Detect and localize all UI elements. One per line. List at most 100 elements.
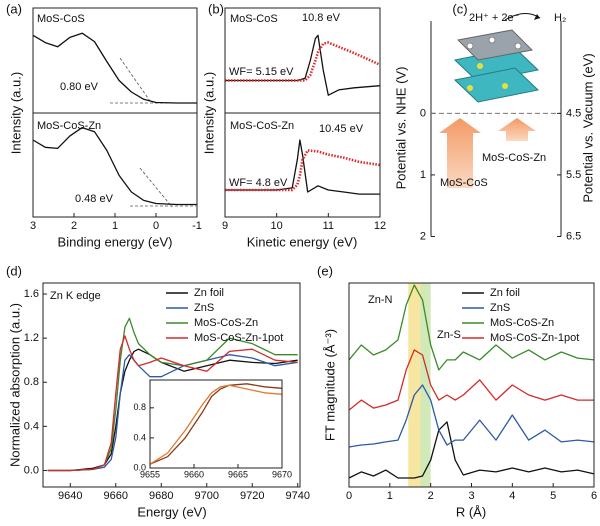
annotation: 10.8 eV xyxy=(302,12,341,24)
x-tick-label: 9 xyxy=(222,220,228,232)
data-line xyxy=(225,149,381,192)
x-tick-label: 9640 xyxy=(58,490,82,502)
annotation: MoS-CoS-Zn xyxy=(482,152,546,164)
legend-label: MoS-CoS-Zn-1pot xyxy=(194,332,283,344)
series-label: MoS-CoS xyxy=(230,13,278,25)
x-tick-label: 9680 xyxy=(149,490,173,502)
x-tick-label: 12 xyxy=(374,220,386,232)
y2-tick-label: 5.5 xyxy=(566,169,581,181)
legend-label: MoS-CoS-Zn xyxy=(490,317,554,329)
data-line xyxy=(348,284,595,371)
data-line xyxy=(348,384,595,448)
x-tick-label: -1 xyxy=(192,220,202,232)
y-tick-label: 0.4 xyxy=(24,420,39,432)
annotation: 0.48 eV xyxy=(75,193,114,205)
plot-frame xyxy=(224,112,381,218)
x-tick-label: 0 xyxy=(153,220,159,232)
x-tick-label: 6 xyxy=(591,490,597,502)
data-line xyxy=(149,384,283,465)
xlabel: Energy (eV) xyxy=(137,504,206,519)
xlabel: Binding energy (eV) xyxy=(58,234,173,249)
annotation: 2H⁺ + 2e⁻ xyxy=(469,12,520,24)
legend-label: MoS-CoS-Zn-1pot xyxy=(490,332,579,344)
label: (b) xyxy=(208,1,224,16)
plot-frame xyxy=(348,282,595,488)
legend-label: ZnS xyxy=(490,302,510,314)
x-tick-label: 9660 xyxy=(184,469,204,479)
data-line xyxy=(225,41,381,82)
ylabel: Normalized absorption (a.u.) xyxy=(7,303,22,467)
x-tick-label: 11 xyxy=(323,220,334,232)
x-tick-label: 9665 xyxy=(228,469,248,479)
data-line xyxy=(32,32,197,104)
x-tick-label: 9660 xyxy=(104,490,128,502)
x-tick-label: 9740 xyxy=(285,490,309,502)
series-label: MoS-CoS xyxy=(37,13,85,25)
y2-tick-label: 6.5 xyxy=(566,230,581,242)
x-tick-label: 5 xyxy=(550,490,556,502)
shaded-band xyxy=(408,283,421,487)
x-tick-label: 3 xyxy=(468,490,474,502)
y-tick-label: 0 xyxy=(420,107,426,119)
band-arrow xyxy=(439,118,481,188)
y-tick-label: 1.6 xyxy=(24,288,39,300)
y2-tick-label: 4.5 xyxy=(566,107,581,119)
plot-frame xyxy=(32,112,198,218)
y-tick-label: 2 xyxy=(420,230,426,242)
y-tick-label: 1.2 xyxy=(24,332,39,344)
ylabel: FT magnitude (Å⁻³) xyxy=(322,329,337,441)
label: (d) xyxy=(6,263,22,278)
data-line xyxy=(348,349,594,411)
x-tick-label: 3 xyxy=(30,220,36,232)
ylabel: Intensity (a.u.) xyxy=(8,72,23,154)
annotation: WF= 4.8 eV xyxy=(229,177,288,189)
x-tick-label: 1 xyxy=(387,490,393,502)
annotation: MoS-CoS xyxy=(440,177,488,189)
x-tick-label: 1 xyxy=(112,220,118,232)
xlabel: R (Å) xyxy=(456,504,486,519)
annotation: 10.45 eV xyxy=(319,123,364,135)
shaded-band xyxy=(420,283,431,487)
ylabel: Intensity (a.u.) xyxy=(201,72,216,154)
data-line xyxy=(348,421,595,479)
x-tick-label: 9655 xyxy=(140,469,160,479)
y-tick-label: 0.8 xyxy=(133,402,146,412)
data-line xyxy=(32,126,197,206)
label: (a) xyxy=(6,1,22,16)
x-tick-label: 10 xyxy=(271,220,283,232)
x-tick-label: 9700 xyxy=(195,490,219,502)
legend-label: Zn foil xyxy=(490,287,520,299)
y-tick-label: 0.4 xyxy=(133,432,146,442)
plot-frame xyxy=(149,379,283,469)
annotation: Zn-N xyxy=(368,294,393,306)
catalyst-illustration xyxy=(439,13,541,188)
title: Zn K edge xyxy=(50,290,101,302)
band-arrow xyxy=(498,118,536,141)
legend-label: MoS-CoS-Zn xyxy=(194,317,258,329)
ylabel: Potential vs. NHE (V) xyxy=(393,67,408,190)
x-tick-label: 2 xyxy=(428,490,434,502)
x-tick-label: 4 xyxy=(509,490,515,502)
annotation: WF= 5.15 eV xyxy=(229,66,294,78)
y2label: Potential vs. Vacuum (eV) xyxy=(580,53,595,202)
series-label: MoS-CoS-Zn xyxy=(230,120,294,132)
legend-label: Zn foil xyxy=(194,287,224,299)
y-tick-label: 0.0 xyxy=(24,464,39,476)
annotation: Zn-S xyxy=(437,329,461,341)
label: (e) xyxy=(317,263,333,278)
annotation: 0.80 eV xyxy=(60,81,99,93)
x-tick-label: 9720 xyxy=(240,490,264,502)
annotation: H₂ xyxy=(554,12,566,24)
fit-guides xyxy=(110,57,196,208)
x-tick-label: 0 xyxy=(346,490,352,502)
y-tick-label: 1 xyxy=(420,169,426,181)
y-tick-label: 0.8 xyxy=(24,376,39,388)
data-line xyxy=(149,383,283,465)
x-tick-label: 9670 xyxy=(272,469,292,479)
y-tick-label: 0.0 xyxy=(133,462,146,472)
legend-label: ZnS xyxy=(194,302,214,314)
inset-background xyxy=(150,380,282,468)
x-tick-label: 2 xyxy=(71,220,77,232)
series-label: MoS-CoS-Zn xyxy=(37,120,101,132)
